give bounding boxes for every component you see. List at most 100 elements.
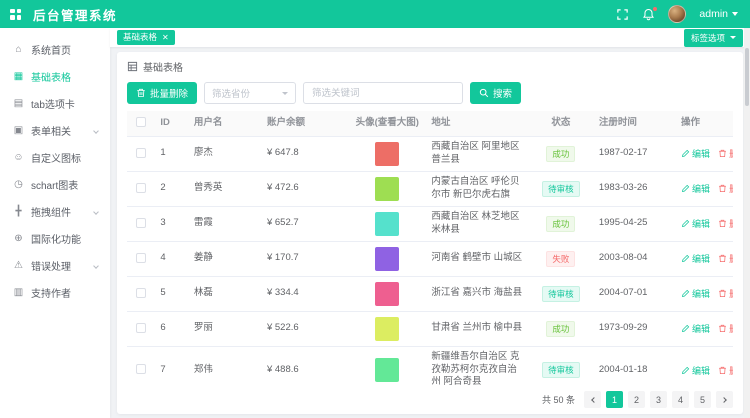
sidebar-item-forms[interactable]: ▣ 表单相关	[0, 117, 110, 144]
pencil-icon	[682, 185, 690, 193]
sidebar-item-tabs[interactable]: ▤ tab选项卡	[0, 90, 110, 117]
sidebar-item-label: 表单相关	[31, 127, 71, 138]
avatar-image[interactable]	[375, 316, 400, 341]
cell-address: 内蒙古自治区 呼伦贝尔市 新巴尔虎右旗	[425, 171, 529, 207]
select-all-checkbox[interactable]	[135, 117, 146, 128]
col-header-status: 状态	[528, 111, 593, 137]
sidebar-item-schart[interactable]: ◷ schart图表	[0, 171, 110, 198]
sidebar-item-icon: ▤	[13, 98, 24, 109]
tab-basic-table[interactable]: 基础表格	[117, 30, 175, 45]
avatar-image[interactable]	[375, 358, 400, 383]
avatar-image[interactable]	[375, 141, 400, 166]
cell-id: 5	[154, 276, 188, 312]
cell-username: 姜静	[187, 241, 261, 277]
batch-delete-label: 批量删除	[150, 89, 189, 100]
row-checkbox[interactable]	[135, 322, 146, 333]
delete-button[interactable]: 删除	[718, 217, 733, 230]
avatar-image[interactable]	[375, 246, 400, 271]
sidebar-item-basic-table[interactable]: ▦ 基础表格	[0, 63, 110, 90]
delete-button[interactable]: 删除	[718, 147, 733, 160]
batch-delete-button[interactable]: 批量删除	[127, 82, 198, 104]
cell-username: 郑伟	[187, 346, 261, 385]
notification-bell-icon[interactable]	[642, 6, 658, 21]
scrollbar-thumb[interactable]	[745, 48, 749, 106]
avatar-image[interactable]	[375, 176, 400, 201]
user-menu[interactable]: admin	[699, 8, 738, 20]
tab-close-icon[interactable]	[162, 34, 169, 42]
row-checkbox[interactable]	[135, 287, 146, 298]
status-badge: 待审核	[542, 361, 580, 379]
sidebar-item-i18n[interactable]: ⊕ 国际化功能	[0, 225, 110, 252]
table-header-row: ID 用户名 账户余额 头像(查看大图) 地址 状态 注册时间 操作	[127, 111, 733, 137]
pencil-icon	[682, 255, 690, 263]
page-number-button[interactable]: 2	[628, 391, 645, 408]
cell-balance: ¥ 334.4	[260, 276, 350, 312]
row-checkbox[interactable]	[135, 364, 146, 375]
cell-address: 西藏自治区 林芝地区 米林县	[425, 206, 529, 242]
province-select[interactable]: 筛选省份	[204, 82, 297, 104]
cell-balance: ¥ 488.6	[260, 346, 350, 385]
delete-button[interactable]: 删除	[718, 287, 733, 300]
province-select-placeholder: 筛选省份	[212, 89, 251, 100]
page-number-button[interactable]: 3	[650, 391, 667, 408]
edit-button[interactable]: 编辑	[681, 287, 710, 300]
delete-button[interactable]: 删除	[718, 252, 733, 265]
search-button[interactable]: 搜索	[470, 82, 522, 104]
keyword-input[interactable]	[303, 82, 464, 104]
data-table: ID 用户名 账户余额 头像(查看大图) 地址 状态 注册时间 操作	[127, 111, 733, 385]
collapse-menu-icon[interactable]	[10, 8, 21, 20]
sidebar-item-custom-icon[interactable]: ☺ 自定义图标	[0, 144, 110, 171]
row-checkbox[interactable]	[135, 252, 146, 263]
breadcrumb-label: 基础表格	[143, 63, 183, 74]
cell-username: 廖杰	[187, 136, 261, 172]
avatar-image[interactable]	[375, 211, 400, 236]
trash-icon	[137, 88, 145, 97]
table-row: 2 曾秀英 ¥ 472.6 内蒙古自治区 呼伦贝尔市 新巴尔虎右旗 待审核 19…	[127, 171, 733, 207]
cell-id: 7	[154, 346, 188, 385]
edit-button[interactable]: 编辑	[681, 252, 710, 265]
status-badge: 待审核	[542, 285, 580, 303]
tag-options-button[interactable]: 标签选项	[683, 28, 743, 47]
sidebar: ⌂ 系统首页 ▦ 基础表格 ▤ tab选项卡 ▣ 表单相关	[0, 28, 110, 418]
edit-button[interactable]: 编辑	[681, 364, 710, 377]
sidebar-item-donate[interactable]: ▥ 支持作者	[0, 279, 110, 306]
edit-button[interactable]: 编辑	[681, 322, 710, 335]
edit-button[interactable]: 编辑	[681, 217, 710, 230]
page-number-button[interactable]: 1	[606, 391, 623, 408]
table-row: 7 郑伟 ¥ 488.6 新疆维吾尔自治区 克孜勒苏柯尔克孜自治州 阿合奇县 待…	[127, 346, 733, 385]
col-header-name: 用户名	[187, 111, 261, 137]
trash-icon	[719, 150, 726, 158]
tag-options-label: 标签选项	[690, 32, 725, 43]
edit-button[interactable]: 编辑	[681, 147, 710, 160]
sidebar-item-icon: ⚠	[14, 260, 23, 271]
vertical-scrollbar[interactable]	[744, 28, 750, 418]
page-number-button[interactable]: 4	[672, 391, 689, 408]
delete-button[interactable]: 删除	[718, 182, 733, 195]
row-checkbox[interactable]	[135, 182, 146, 193]
prev-page-button[interactable]	[584, 391, 601, 408]
sidebar-item-home[interactable]: ⌂ 系统首页	[0, 36, 110, 63]
cell-id: 6	[154, 311, 188, 347]
cell-balance: ¥ 472.6	[260, 171, 350, 207]
row-checkbox[interactable]	[135, 147, 146, 158]
cell-username: 雷霞	[187, 206, 261, 242]
fullscreen-icon[interactable]	[616, 8, 629, 21]
user-avatar[interactable]	[668, 5, 687, 23]
edit-label: 编辑	[692, 254, 711, 265]
chevron-right-icon	[720, 396, 727, 403]
sidebar-item-error[interactable]: ⚠ 错误处理	[0, 252, 110, 279]
delete-button[interactable]: 删除	[718, 322, 733, 335]
row-checkbox[interactable]	[135, 217, 146, 228]
sidebar-item-icon: ▣	[13, 125, 24, 136]
col-header-address: 地址	[425, 111, 529, 137]
table-row: 1 廖杰 ¥ 647.8 西藏自治区 阿里地区 普兰县 成功 1987-02-1…	[127, 136, 733, 172]
cell-balance: ¥ 652.7	[260, 206, 350, 242]
avatar-image[interactable]	[375, 281, 400, 306]
sidebar-item-drag[interactable]: ╋ 拖拽组件	[0, 198, 110, 225]
cell-username: 林磊	[187, 276, 261, 312]
chevron-down-icon	[93, 127, 99, 134]
page-number-button[interactable]: 5	[694, 391, 711, 408]
edit-button[interactable]: 编辑	[681, 182, 710, 195]
delete-button[interactable]: 删除	[718, 364, 733, 377]
next-page-button[interactable]	[716, 391, 733, 408]
